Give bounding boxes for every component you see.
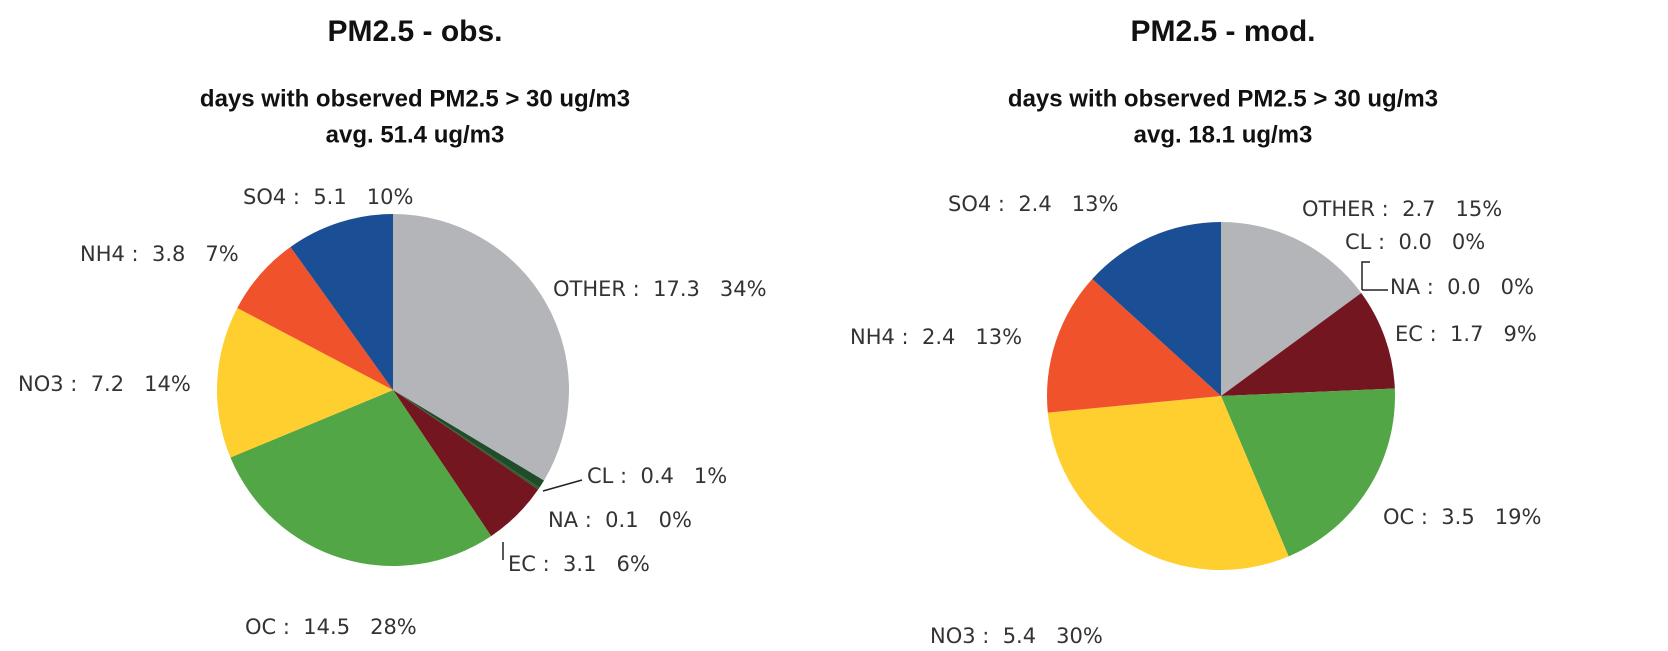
pie-slice [217, 307, 393, 458]
pie-slice [1047, 278, 1221, 413]
slice-label: OTHER : 17.3 34% [553, 277, 767, 301]
slice-label: OTHER : 2.7 15% [1302, 197, 1502, 221]
slice-label: SO4 : 5.1 10% [243, 185, 413, 209]
chart-subtitle: days with observed PM2.5 > 30 ug/m3 [1008, 85, 1438, 112]
slice-label: NH4 : 2.4 13% [850, 325, 1022, 349]
pie-slice [1221, 292, 1395, 396]
chart-subtitle: days with observed PM2.5 > 30 ug/m3 [200, 85, 630, 112]
pie-slice [237, 246, 393, 390]
pie-slice [393, 390, 540, 490]
leader-line [1361, 261, 1370, 290]
slice-label: NA : 0.0 0% [1390, 275, 1534, 299]
pie-slice [230, 390, 492, 566]
slice-label: CL : 0.0 0% [1345, 230, 1485, 254]
pie-slice [393, 390, 539, 537]
chart-title: PM2.5 - mod. [1130, 15, 1315, 48]
chart-subtitle: avg. 18.1 ug/m3 [1134, 121, 1313, 148]
pie-slice [1047, 396, 1289, 571]
leader-line [542, 479, 583, 492]
slice-label: NO3 : 7.2 14% [18, 372, 191, 396]
chart-title: PM2.5 - obs. [327, 15, 502, 48]
slice-label: CL : 0.4 1% [587, 464, 727, 488]
slice-label: EC : 3.1 6% [508, 552, 650, 576]
slice-label: SO4 : 2.4 13% [948, 192, 1118, 216]
slice-label: NO3 : 5.4 30% [930, 624, 1103, 648]
pie-slice [393, 390, 544, 488]
slice-label: OC : 14.5 28% [245, 615, 417, 639]
pie-slice [290, 214, 393, 390]
pie-slice [1221, 388, 1395, 557]
pie-slice [1221, 222, 1362, 396]
slice-label: OC : 3.5 19% [1383, 505, 1541, 529]
slice-label: NA : 0.1 0% [548, 508, 692, 532]
slice-label: EC : 1.7 9% [1395, 322, 1537, 346]
slice-label: NH4 : 3.8 7% [80, 242, 239, 266]
pie-slice [393, 214, 570, 481]
chart-subtitle: avg. 51.4 ug/m3 [326, 121, 505, 148]
pie-slice [1092, 222, 1221, 396]
